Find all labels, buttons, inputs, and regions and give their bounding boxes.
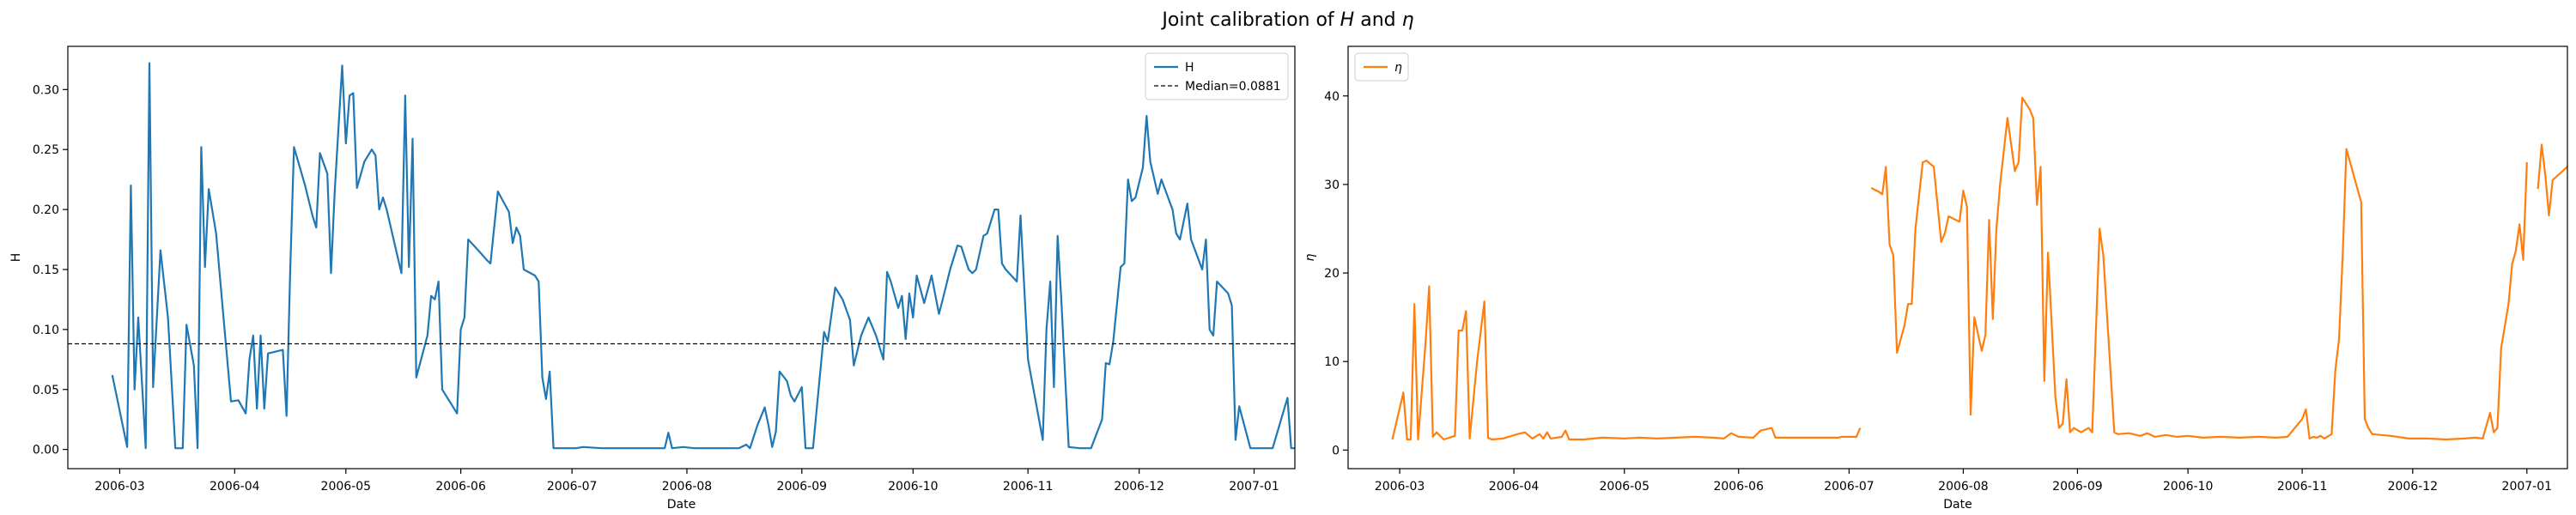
legend-box — [1145, 52, 1289, 100]
axes-frame — [1347, 45, 2568, 470]
figure-title: Joint calibration of H and η — [1160, 9, 1413, 31]
x-tick-label: 2006-11 — [1003, 480, 1054, 494]
chart-panel-eta: 0 10 20 30 40 2006-03 2006-04 2006-05 2006-06 200… — [1303, 45, 2568, 512]
x-tick-label: 2006-08 — [662, 480, 713, 494]
title-var-h: H — [1340, 9, 1355, 31]
title-prefix: Joint calibration of — [1160, 9, 1340, 31]
x-tick-label: 2006-08 — [1938, 480, 1989, 494]
series-line-eta — [1391, 96, 2567, 441]
legend: η — [1354, 52, 1409, 82]
x-tick-label: 2006-09 — [2052, 480, 2103, 494]
y-tick-label: 0.00 — [33, 444, 59, 457]
y-tick-label: 0.05 — [33, 384, 59, 397]
x-axis-label: Date — [667, 498, 696, 512]
x-tick-label: 2006-06 — [435, 480, 486, 494]
y-tick-label: 0.20 — [33, 203, 59, 217]
y-tick-label: 0.10 — [33, 324, 59, 337]
x-tick-label: 2006-03 — [94, 480, 145, 494]
x-tick-label: 2006-06 — [1713, 480, 1764, 494]
y-tick-label: 0.15 — [33, 264, 59, 277]
x-tick-label: 2007-01 — [1229, 480, 1279, 494]
x-tick-label: 2006-11 — [2277, 480, 2328, 494]
y-tick-label: 0 — [1332, 444, 1340, 457]
title-mid: and — [1354, 9, 1401, 31]
x-tick-label: 2006-09 — [777, 480, 828, 494]
x-tick-label: 2006-10 — [888, 480, 939, 494]
legend-label: η — [1394, 61, 1402, 75]
y-axis-label: H — [9, 253, 23, 263]
y-tick-label: 30 — [1324, 179, 1340, 192]
legend-label: H — [1185, 61, 1194, 75]
x-tick-label: 2007-01 — [2502, 480, 2553, 494]
x-tick-label: 2006-04 — [210, 480, 260, 494]
chart-panel-h: 0.00 0.05 0.10 0.15 0.20 0.25 0.30 2006-03 2006-… — [9, 45, 1296, 512]
x-tick-label: 2006-03 — [1375, 480, 1425, 494]
y-tick-label: 20 — [1324, 267, 1340, 281]
axes-frame — [67, 45, 1296, 470]
y-tick-label: 40 — [1324, 90, 1340, 104]
y-tick-label: 0.30 — [33, 83, 59, 97]
y-axis-label: η — [1303, 253, 1317, 261]
legend-label: Median=0.0881 — [1185, 80, 1281, 94]
y-tick-label: 10 — [1324, 355, 1340, 369]
x-tick-label: 2006-10 — [2163, 480, 2214, 494]
series-line-h — [111, 62, 1295, 450]
x-tick-label: 2006-12 — [2388, 480, 2439, 494]
x-tick-label: 2006-04 — [1489, 480, 1540, 494]
title-var-eta: η — [1402, 9, 1414, 31]
x-tick-label: 2006-07 — [1824, 480, 1874, 494]
x-tick-label: 2006-05 — [321, 480, 372, 494]
x-tick-label: 2006-05 — [1600, 480, 1650, 494]
x-tick-label: 2006-12 — [1114, 480, 1164, 494]
x-axis-label: Date — [1943, 498, 1971, 512]
y-tick-label: 0.25 — [33, 143, 59, 157]
x-tick-label: 2006-07 — [547, 480, 598, 494]
legend: H Median=0.0881 — [1145, 52, 1289, 100]
